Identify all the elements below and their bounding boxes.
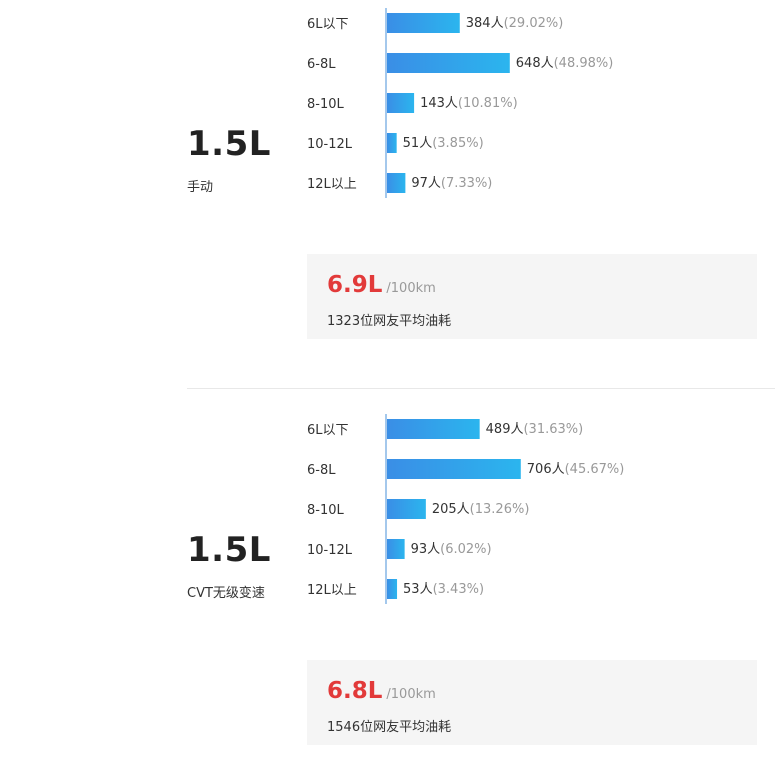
user-count-text: 1546位网友平均油耗 [327, 720, 452, 735]
percent-label: (6.02%) [440, 542, 491, 557]
data-label: 205人(13.26%) [432, 502, 530, 517]
average-summary: 6.9L/100km 1323位网友平均油耗 [307, 254, 757, 339]
fuel-distribution-chart: 6L以下 384人(29.02%) 6-8L 648人(48.98%) 8-10L 143… [307, 8, 614, 198]
percent-label: (3.85%) [432, 136, 483, 151]
bar [387, 133, 397, 153]
average-unit: /100km [386, 687, 436, 702]
category-label: 12L以上 [307, 583, 357, 598]
bar [387, 419, 480, 439]
data-label: 384人(29.02%) [466, 16, 564, 31]
fuel-distribution-chart: 6L以下 489人(31.63%) 6-8L 706人(45.67%) 8-10L 205… [307, 414, 625, 604]
data-label: 97人(7.33%) [411, 176, 492, 191]
category-label: 6-8L [307, 57, 336, 72]
count-label: 648人 [516, 56, 554, 71]
count-label: 93人 [411, 542, 441, 557]
data-label: 53人(3.43%) [403, 582, 484, 597]
count-label: 51人 [403, 136, 433, 151]
bar [387, 459, 521, 479]
average-summary: 6.8L/100km 1546位网友平均油耗 [307, 660, 757, 745]
count-label: 205人 [432, 502, 470, 517]
category-label: 10-12L [307, 137, 353, 152]
data-label: 143人(10.81%) [420, 96, 518, 111]
section-divider [187, 388, 775, 389]
percent-label: (45.67%) [565, 462, 625, 477]
average-unit: /100km [386, 281, 436, 296]
average-consumption: 6.8L [327, 678, 383, 704]
bar [387, 173, 406, 193]
count-label: 53人 [403, 582, 433, 597]
data-label: 93人(6.02%) [411, 542, 492, 557]
percent-label: (7.33%) [441, 176, 492, 191]
percent-label: (29.02%) [504, 16, 564, 31]
data-label: 489人(31.63%) [486, 422, 584, 437]
user-count-text: 1323位网友平均油耗 [327, 314, 452, 329]
percent-label: (13.26%) [470, 502, 530, 517]
count-label: 489人 [486, 422, 524, 437]
engine-displacement: 1.5L [187, 124, 271, 164]
engine-displacement: 1.5L [187, 530, 271, 570]
percent-label: (31.63%) [523, 422, 583, 437]
category-label: 8-10L [307, 97, 345, 112]
percent-label: (3.43%) [433, 582, 484, 597]
count-label: 97人 [411, 176, 441, 191]
percent-label: (10.81%) [458, 96, 518, 111]
bar [387, 53, 510, 73]
data-label: 648人(48.98%) [516, 56, 614, 71]
count-label: 384人 [466, 16, 504, 31]
bar [387, 13, 460, 33]
category-label: 6L以下 [307, 17, 349, 32]
bar [387, 93, 415, 113]
average-consumption: 6.9L [327, 272, 383, 298]
category-label: 6-8L [307, 463, 336, 478]
transmission-type: CVT无级变速 [187, 586, 265, 601]
category-label: 12L以上 [307, 177, 357, 192]
bar [387, 539, 405, 559]
percent-label: (48.98%) [554, 56, 614, 71]
category-label: 6L以下 [307, 423, 349, 438]
category-label: 10-12L [307, 543, 353, 558]
transmission-type: 手动 [187, 180, 214, 195]
category-label: 8-10L [307, 503, 345, 518]
count-label: 706人 [527, 462, 565, 477]
count-label: 143人 [420, 96, 458, 111]
data-label: 706人(45.67%) [527, 462, 625, 477]
bar [387, 579, 398, 599]
data-label: 51人(3.85%) [403, 136, 484, 151]
fuel-section-1: 1.5L 手动 6L以下 384人(29.02%) 6-8L 648人(48.98%)… [187, 8, 757, 339]
average-line: 6.8L/100km [327, 678, 436, 704]
average-line: 6.9L/100km [327, 272, 436, 298]
bar [387, 499, 426, 519]
